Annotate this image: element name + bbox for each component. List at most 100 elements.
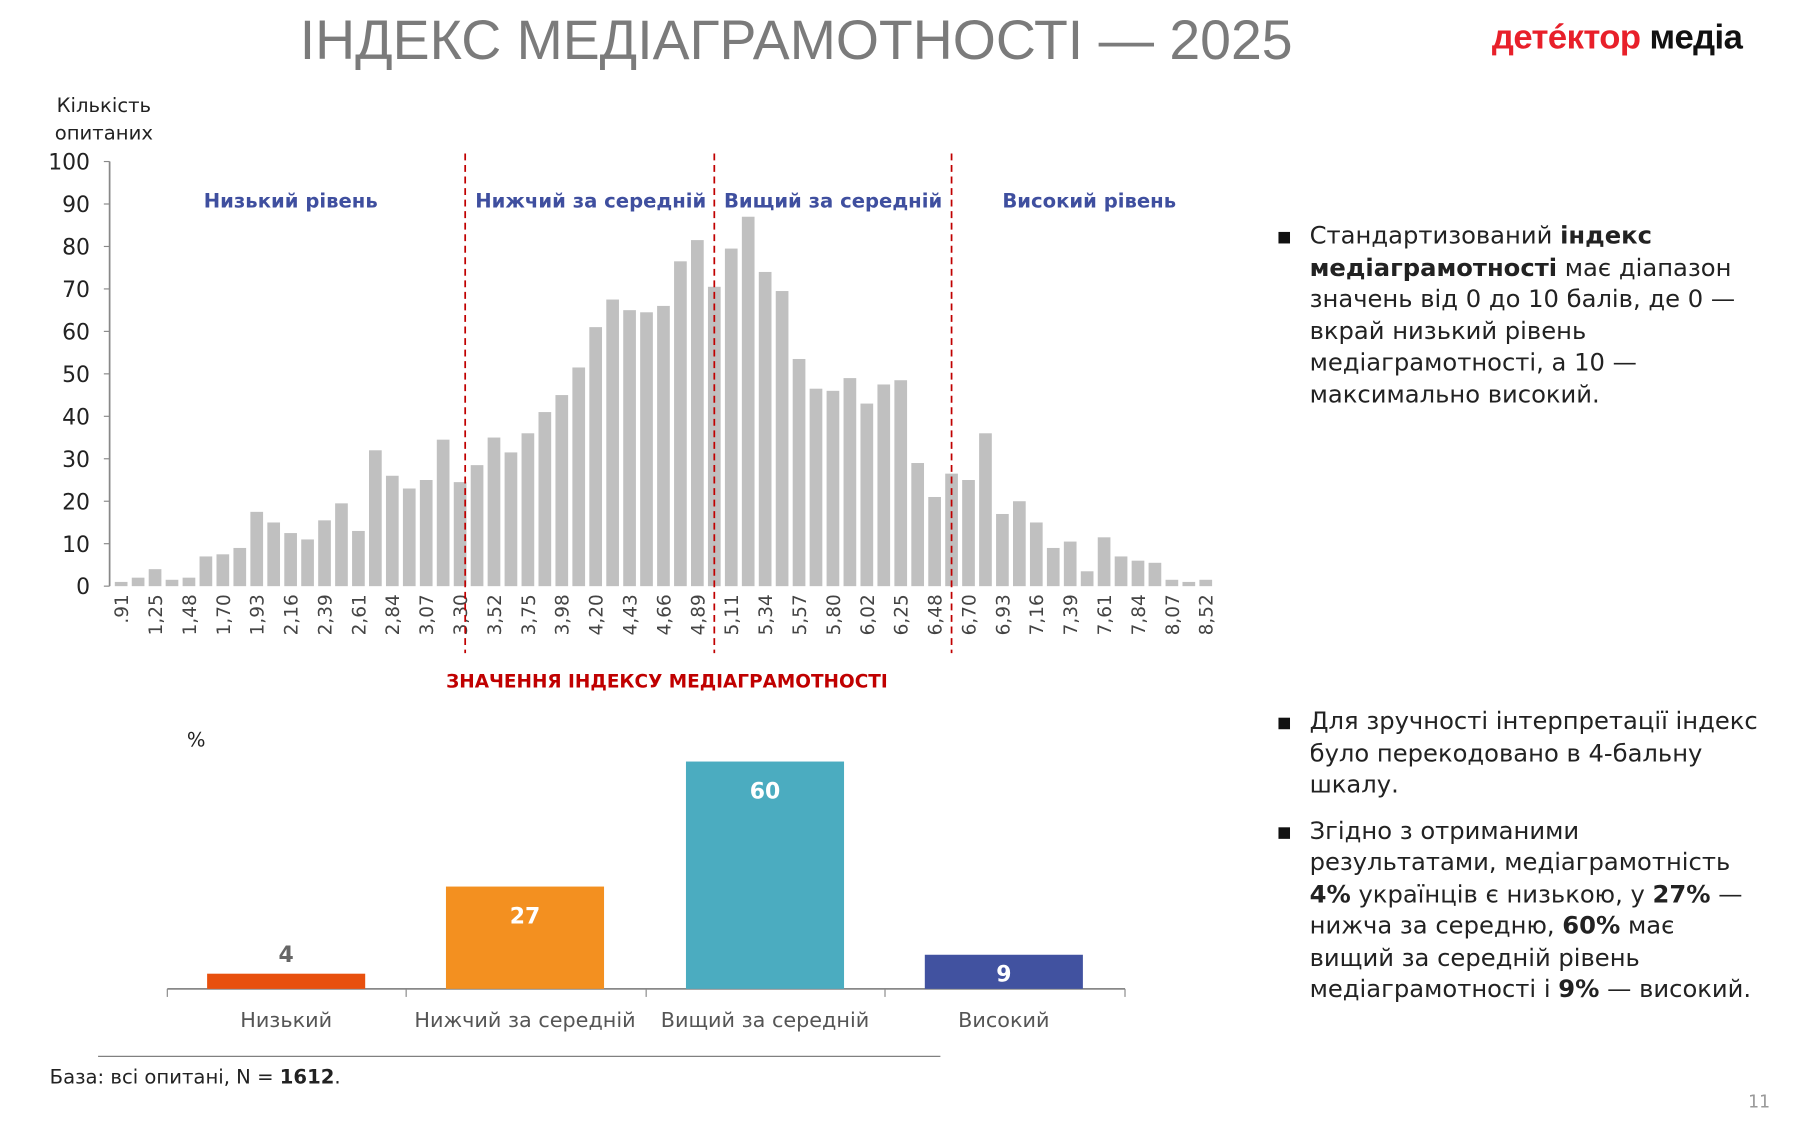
histogram-bar bbox=[640, 312, 653, 587]
sample-size: 1612 bbox=[279, 1066, 335, 1090]
histogram-bar bbox=[911, 463, 925, 587]
page-title: ІНДЕКС МЕДІАГРАМОТНОСТІ — 2025 bbox=[299, 10, 1293, 72]
histogram-bar bbox=[826, 390, 840, 587]
x-tick-label: 6,02 bbox=[858, 594, 879, 635]
x-tick-label: 7,16 bbox=[1027, 594, 1048, 635]
x-tick-label: 5,80 bbox=[824, 594, 845, 635]
y-tick-label: 100 bbox=[48, 151, 90, 176]
region-label: Низький рівень bbox=[204, 190, 378, 213]
histogram-bar bbox=[1013, 501, 1026, 587]
data-label: 4 bbox=[279, 943, 294, 968]
x-tick-label: 5,34 bbox=[756, 594, 777, 635]
level-bar bbox=[445, 886, 605, 989]
x-tick-label: 7,39 bbox=[1061, 594, 1082, 635]
y-tick-label: 20 bbox=[62, 490, 90, 515]
histogram-bar bbox=[453, 482, 467, 587]
histogram-bar bbox=[945, 473, 958, 587]
x-tick-label: 8,07 bbox=[1163, 594, 1184, 635]
x-tick-label: .91 bbox=[112, 594, 133, 623]
x-tick-label: 4,89 bbox=[688, 594, 709, 635]
histogram-bar bbox=[182, 577, 196, 587]
histogram-bar bbox=[1080, 571, 1094, 587]
x-tick-label: 3,30 bbox=[451, 594, 472, 635]
data-label: 60 bbox=[750, 779, 780, 804]
histogram-bar bbox=[216, 554, 230, 587]
histogram-bar bbox=[792, 358, 806, 587]
histogram-bar bbox=[284, 533, 297, 587]
histogram-bar bbox=[114, 581, 128, 587]
histogram-bar bbox=[623, 310, 636, 587]
bullet-icon bbox=[1278, 231, 1291, 244]
histogram-bar bbox=[809, 388, 823, 587]
logo-part1: детéктор bbox=[1491, 18, 1641, 57]
histogram-bar bbox=[199, 556, 213, 587]
histogram-bar bbox=[267, 522, 281, 587]
x-tick-label: 7,61 bbox=[1095, 594, 1116, 635]
x-tick-label: 5,11 bbox=[722, 594, 743, 635]
y-tick-label: 50 bbox=[62, 363, 90, 388]
x-tick-label: 1,25 bbox=[146, 594, 167, 635]
x-tick-label: 4,43 bbox=[620, 594, 641, 635]
x-tick-label: 3,07 bbox=[417, 594, 438, 635]
histogram-bar bbox=[1165, 579, 1179, 587]
histogram-bar bbox=[1029, 522, 1043, 587]
x-tick-label: 5,57 bbox=[790, 594, 811, 635]
histogram-bar bbox=[674, 261, 687, 587]
x-tick-label: 1,93 bbox=[248, 594, 269, 635]
histogram-bar bbox=[775, 291, 789, 587]
histogram-bar bbox=[1046, 547, 1060, 587]
histogram-bar bbox=[691, 240, 704, 587]
category-label: Високий bbox=[958, 1008, 1049, 1032]
histogram-bar bbox=[165, 579, 179, 587]
note-1: Стандартизований індекс медіаграмотності… bbox=[1275, 220, 1760, 424]
data-label: 9 bbox=[996, 962, 1011, 987]
y-tick-label: 10 bbox=[62, 533, 90, 558]
category-label: Нижчий за середній bbox=[414, 1008, 635, 1032]
histogram-bar bbox=[606, 299, 619, 587]
level-bar bbox=[924, 954, 1083, 989]
x-tick-label: 6,70 bbox=[959, 594, 980, 635]
x-tick-label: 7,84 bbox=[1129, 594, 1150, 635]
bullet-icon bbox=[1278, 826, 1291, 839]
x-tick-label: 1,48 bbox=[180, 594, 201, 635]
region-label: Нижчий за середній bbox=[475, 190, 706, 213]
bullet-icon bbox=[1278, 717, 1291, 730]
histogram-bar bbox=[436, 439, 450, 587]
histogram-bar bbox=[521, 433, 535, 587]
histogram-bar bbox=[1148, 562, 1162, 587]
histogram-bar bbox=[877, 384, 891, 587]
histogram-bar bbox=[572, 367, 586, 587]
histogram-bar bbox=[419, 480, 433, 587]
histogram-bar bbox=[979, 433, 992, 587]
histogram-bar bbox=[589, 327, 603, 587]
histogram-chart: 0 10 20 30 40 50 60 70 80 90 100 .91 1,25 1,48 1,70 1,9… bbox=[48, 151, 1218, 654]
y-tick-label: 0 bbox=[76, 575, 90, 600]
histogram-bar bbox=[724, 248, 738, 587]
y-tick-label: 90 bbox=[62, 193, 90, 218]
x-tick-label: 3,52 bbox=[485, 594, 506, 635]
histogram-bar bbox=[657, 305, 670, 587]
histogram-bar bbox=[250, 511, 264, 587]
category-label: Низький bbox=[240, 1008, 332, 1032]
page-number: 11 bbox=[1748, 1091, 1771, 1113]
x-tick-label: 8,52 bbox=[1197, 594, 1218, 635]
x-tick-label: 6,48 bbox=[926, 594, 947, 635]
x-tick-label: 4,20 bbox=[587, 594, 608, 635]
histogram-bar bbox=[131, 577, 145, 587]
histogram-bar bbox=[894, 380, 908, 587]
y-tick-label: 40 bbox=[62, 405, 90, 430]
histogram-y-axis-label: Кількість опитаних bbox=[54, 94, 153, 146]
histogram-bar bbox=[538, 412, 552, 587]
level-bar-chart: 4 Низький 27 Нижчий за середній 60 Вищий за с… bbox=[166, 761, 1126, 1032]
histogram-bar bbox=[487, 437, 501, 587]
footer-base-note: База: всі опитані, N = 1612. bbox=[49, 1066, 341, 1090]
level-bar bbox=[685, 761, 845, 989]
histogram-bar bbox=[1131, 560, 1145, 587]
bar-chart-y-label: % bbox=[186, 729, 206, 753]
histogram-bar bbox=[402, 488, 416, 587]
histogram-bar bbox=[1114, 556, 1128, 587]
note-2: Для зручності інтерпретації індекс було … bbox=[1275, 706, 1760, 1019]
region-label: Вищий за середній bbox=[724, 190, 942, 213]
histogram-bar bbox=[369, 450, 382, 587]
